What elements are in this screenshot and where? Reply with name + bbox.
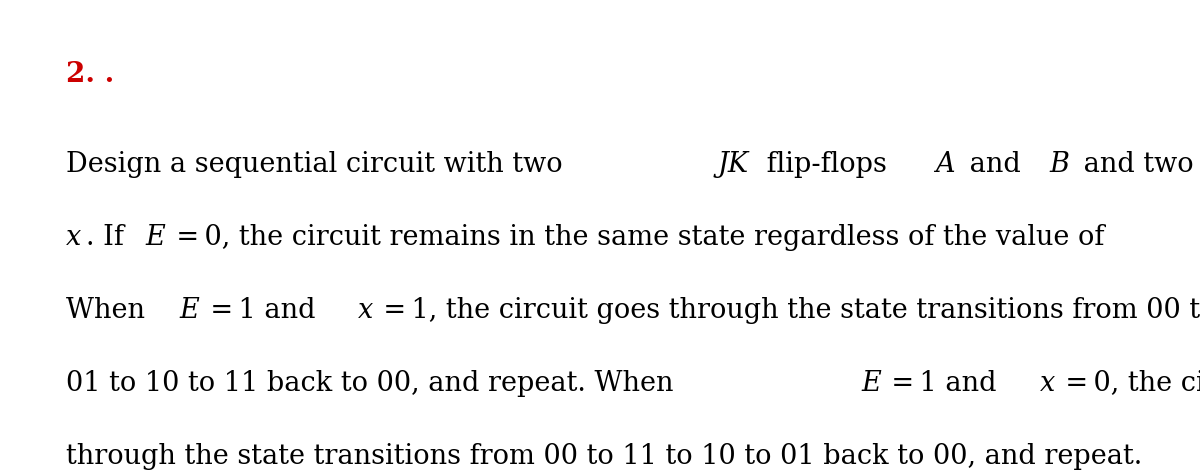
Text: and: and <box>961 151 1030 178</box>
Text: A: A <box>936 151 955 178</box>
Text: B: B <box>1049 151 1069 178</box>
Text: 2. .: 2. . <box>66 61 114 88</box>
Text: flip-flops: flip-flops <box>758 151 895 178</box>
Text: = 1, the circuit goes through the state transitions from 00 to: = 1, the circuit goes through the state … <box>378 297 1200 324</box>
Text: = 0, the circuit remains in the same state regardless of the value of: = 0, the circuit remains in the same sta… <box>172 224 1114 251</box>
Text: = 1 and: = 1 and <box>204 297 324 324</box>
Text: When: When <box>66 297 154 324</box>
Text: through the state transitions from 00 to 11 to 10 to 01 back to 00, and repeat.: through the state transitions from 00 to… <box>66 443 1142 470</box>
Text: x: x <box>359 297 373 324</box>
Text: . If: . If <box>85 224 132 251</box>
Text: JK: JK <box>718 151 749 178</box>
Text: 01 to 10 to 11 back to 00, and repeat. When: 01 to 10 to 11 back to 00, and repeat. W… <box>66 370 682 397</box>
Text: = 1 and: = 1 and <box>887 370 1006 397</box>
Text: E: E <box>862 370 881 397</box>
Text: Design a sequential circuit with two: Design a sequential circuit with two <box>66 151 571 178</box>
Text: E: E <box>145 224 166 251</box>
Text: x: x <box>66 224 82 251</box>
Text: x: x <box>1040 370 1056 397</box>
Text: = 0, the circuit goes: = 0, the circuit goes <box>1060 370 1200 397</box>
Text: and two inputs: and two inputs <box>1075 151 1200 178</box>
Text: E: E <box>179 297 199 324</box>
